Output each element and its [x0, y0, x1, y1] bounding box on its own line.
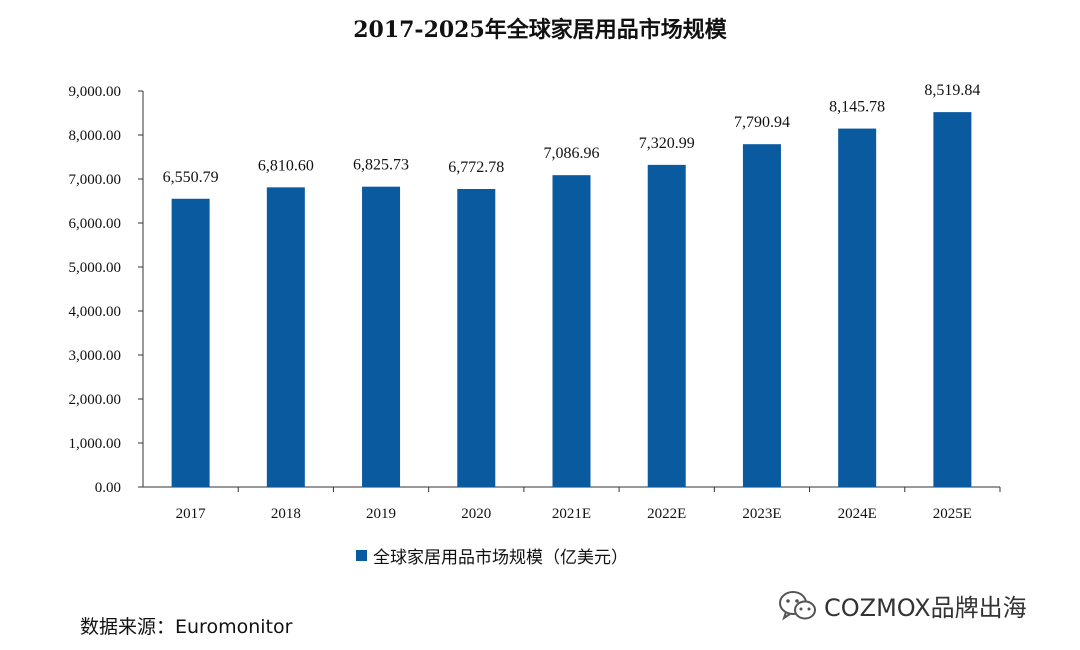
- data-label: 7,790.94: [734, 114, 790, 131]
- bar: [647, 164, 686, 487]
- data-label: 8,145.78: [829, 99, 885, 116]
- x-tick-label: 2017: [176, 506, 207, 522]
- data-label: 8,519.84: [924, 82, 980, 99]
- legend: 全球家居用品市场规模（亿美元）: [356, 543, 628, 568]
- y-tick-label: 9,000.00: [69, 84, 122, 100]
- bar: [266, 187, 305, 487]
- wechat-icon: [779, 590, 816, 620]
- watermark-text: COZMOX品牌出海: [824, 594, 1027, 622]
- y-tick-label: 4,000.00: [69, 304, 122, 320]
- y-tick-label: 7,000.00: [69, 172, 122, 188]
- y-tick-label: 1,000.00: [69, 436, 122, 452]
- x-tick-label: 2022E: [647, 506, 686, 522]
- bar: [933, 112, 972, 487]
- x-tick-label: 2024E: [838, 506, 877, 522]
- data-label: 6,825.73: [353, 157, 409, 174]
- bar: [742, 144, 781, 487]
- data-label: 6,772.78: [448, 159, 504, 176]
- y-tick-label: 5,000.00: [69, 260, 122, 276]
- data-label: 7,320.99: [639, 135, 695, 152]
- watermark: COZMOX品牌出海: [778, 588, 1027, 623]
- bar: [362, 186, 401, 487]
- y-tick-label: 8,000.00: [69, 128, 122, 144]
- bar: [552, 175, 591, 487]
- data-label: 6,810.60: [258, 157, 314, 174]
- x-tick-label: 2021E: [552, 506, 591, 522]
- x-tick-label: 2023E: [742, 506, 781, 522]
- legend-label: 全球家居用品市场规模（亿美元）: [373, 548, 628, 568]
- axes: 0.00 1,000.00 2,000.00 3,000.00 4,000.00 5,00…: [69, 84, 1001, 522]
- bar: [838, 128, 877, 487]
- x-tick-label: 2025E: [933, 506, 972, 522]
- x-tick-label: 2020: [461, 506, 491, 522]
- bar: [171, 198, 210, 487]
- x-tick-label: 2019: [366, 506, 396, 522]
- data-label: 7,086.96: [544, 145, 600, 162]
- data-label: 6,550.79: [163, 169, 219, 186]
- bar: [457, 188, 496, 487]
- y-tick-label: 3,000.00: [69, 348, 122, 364]
- y-tick-label: 2,000.00: [69, 392, 122, 408]
- chart-title: 2017-2025年全球家居用品市场规模: [353, 17, 727, 43]
- x-tick-label: 2018: [271, 506, 301, 522]
- bars-group: 6,550.79 6,810.60 6,825.73 6,772.78 7,086.96…: [163, 82, 980, 487]
- legend-swatch: [356, 550, 367, 561]
- y-tick-label: 6,000.00: [69, 216, 122, 232]
- y-tick-label: 0.00: [95, 480, 121, 496]
- source-note: 数据来源：Euromonitor: [80, 616, 293, 638]
